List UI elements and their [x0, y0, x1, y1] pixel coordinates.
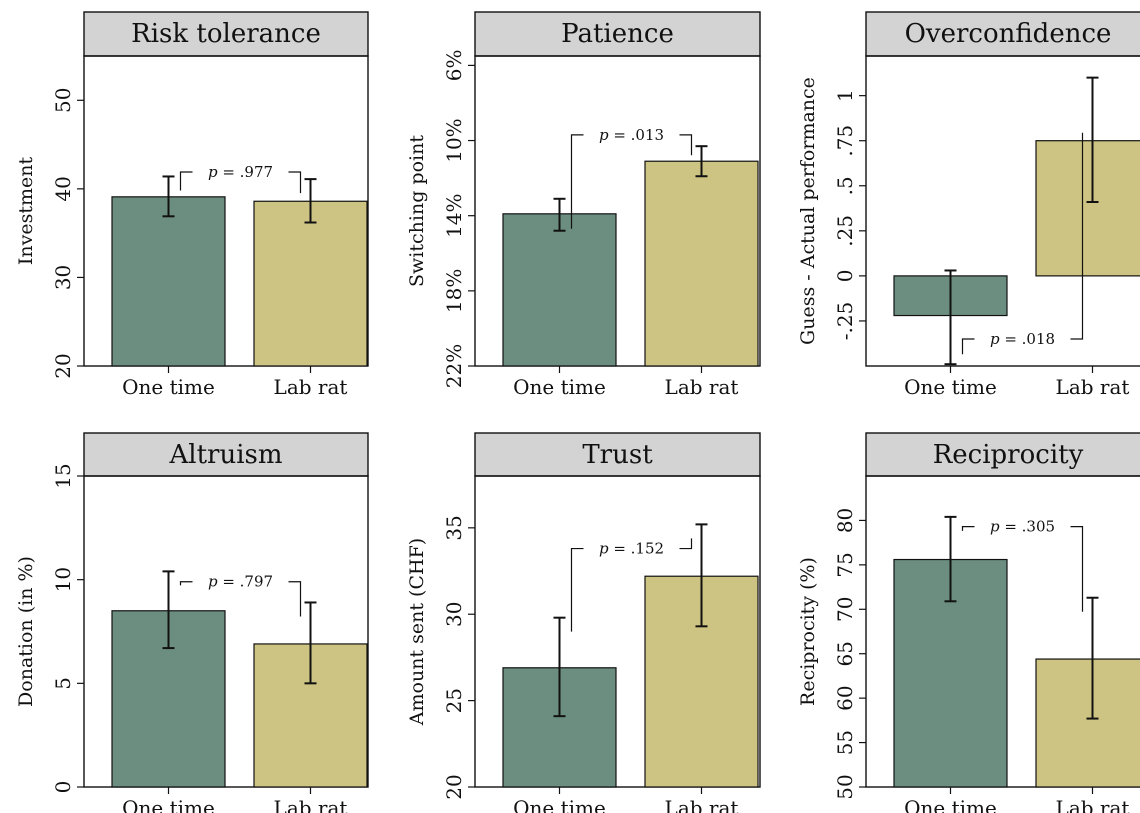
- bar-lab-rat: [1035, 658, 1140, 788]
- bar-one-time: [502, 213, 617, 367]
- y-tick-label: 25: [442, 688, 466, 713]
- p-bracket-right: [1070, 132, 1084, 340]
- y-tick-label: 50: [51, 88, 75, 113]
- category-label: Lab rat: [665, 796, 739, 813]
- p-value-label: p = .152: [599, 540, 664, 558]
- y-tick-label: 5: [51, 677, 75, 690]
- y-tick-label: 35: [442, 515, 466, 540]
- y-tick-label: 20: [51, 353, 75, 378]
- panel-risk-tolerance: Risk tolerance 20 30 40 50 Investment One time…: [15, 11, 369, 399]
- p-bracket-right: [679, 538, 693, 550]
- y-axis-label: Investment: [15, 157, 37, 266]
- category-label: One time: [513, 796, 606, 813]
- category-label: Lab rat: [274, 375, 348, 399]
- y-tick-label: 14%: [442, 193, 466, 237]
- y-tick-label: 15: [51, 463, 75, 488]
- panel-title: Risk tolerance: [131, 19, 321, 49]
- category-label: One time: [122, 375, 215, 399]
- p-value-label: p = .797: [208, 573, 273, 591]
- y-axis-label: Guess - Actual performance: [797, 77, 819, 345]
- panel-title: Altruism: [168, 440, 282, 470]
- panel-trust: Trust 20 25 30 35 Amount sent (CHF) One time La…: [406, 432, 761, 813]
- panel-title: Trust: [582, 440, 653, 470]
- p-bracket-right: [288, 171, 302, 194]
- panel-overconfidence: Overconfidence -.25 0 .25 .5 .75 1 Guess - Actu…: [797, 11, 1140, 399]
- category-label: One time: [513, 375, 606, 399]
- p-bracket-left: [570, 134, 584, 229]
- bar-lab-rat: [644, 160, 759, 367]
- panel-title-strip: [865, 11, 1140, 57]
- category-label: One time: [904, 796, 997, 813]
- bar-lab-rat: [253, 200, 368, 367]
- bar-one-time: [111, 196, 226, 367]
- y-tick-label: 10: [51, 567, 75, 592]
- y-tick-label: 1: [833, 89, 857, 102]
- y-tick-label: 22%: [442, 344, 466, 388]
- p-bracket-left: [179, 581, 193, 586]
- y-tick-label: 0: [833, 270, 857, 283]
- y-tick-label: 70: [833, 597, 857, 622]
- y-axis-label: Switching point: [406, 135, 428, 287]
- p-bracket-left: [961, 526, 975, 531]
- y-axis-label: Amount sent (CHF): [406, 538, 428, 726]
- panel-altruism: Altruism 0 5 10 15 Donation (in %) One time Lab…: [15, 432, 369, 813]
- panel-title: Reciprocity: [933, 440, 1084, 470]
- panel-title-strip: [83, 11, 369, 57]
- p-value-label: p = .977: [208, 163, 273, 181]
- y-tick-label: 18%: [442, 269, 466, 313]
- category-label: One time: [122, 796, 215, 813]
- y-axis-label: Donation (in %): [15, 556, 37, 707]
- panel-title: Patience: [561, 19, 674, 49]
- p-bracket-left: [570, 547, 584, 632]
- plot-frame: [865, 55, 1140, 367]
- p-bracket-right: [288, 581, 302, 617]
- y-tick-label: .75: [833, 125, 857, 157]
- y-tick-label: 6%: [442, 50, 466, 82]
- y-tick-label: 80: [833, 508, 857, 533]
- category-label: Lab rat: [665, 375, 739, 399]
- panel-title-strip: [865, 432, 1140, 477]
- y-tick-label: 55: [833, 730, 857, 755]
- category-label: One time: [904, 375, 997, 399]
- y-tick-label: .25: [833, 215, 857, 247]
- bar-lab-rat: [1035, 140, 1140, 277]
- y-tick-label: 0: [51, 781, 75, 794]
- panel-title-strip: [474, 432, 761, 477]
- y-tick-label: 40: [51, 176, 75, 201]
- p-bracket-right: [1070, 526, 1084, 612]
- y-tick-label: 30: [51, 265, 75, 290]
- y-tick-label: 50: [833, 774, 857, 799]
- p-value-label: p = .018: [990, 330, 1055, 348]
- p-bracket-left: [961, 338, 975, 355]
- p-value-label: p = .305: [990, 518, 1055, 536]
- category-label: Lab rat: [274, 796, 348, 813]
- y-tick-label: -.25: [833, 302, 857, 341]
- category-label: Lab rat: [1056, 375, 1130, 399]
- y-tick-label: 20: [442, 774, 466, 799]
- y-tick-label: 60: [833, 685, 857, 710]
- p-bracket-left: [179, 171, 193, 191]
- panel-title-strip: [83, 432, 369, 477]
- plot-frame: [474, 55, 761, 367]
- y-tick-label: .5: [833, 176, 857, 195]
- y-tick-label: 30: [442, 601, 466, 626]
- plot-frame: [83, 55, 369, 367]
- panel-reciprocity: Reciprocity 50 55 60 65 70 75 80 Reciprocity (%)…: [797, 432, 1140, 813]
- y-tick-label: 65: [833, 641, 857, 666]
- plot-frame: [83, 475, 369, 788]
- p-bracket-right: [679, 134, 693, 156]
- y-tick-label: 75: [833, 552, 857, 577]
- p-value-label: p = .013: [599, 126, 664, 144]
- plot-frame: [865, 475, 1140, 788]
- plot-frame: [474, 475, 761, 788]
- panel-title: Overconfidence: [905, 19, 1112, 49]
- panel-patience: Patience 22% 18% 14% 10% 6% Switching point One…: [406, 11, 761, 399]
- category-label: Lab rat: [1056, 796, 1130, 813]
- y-tick-label: 10%: [442, 118, 466, 162]
- y-axis-label: Reciprocity (%): [797, 557, 819, 706]
